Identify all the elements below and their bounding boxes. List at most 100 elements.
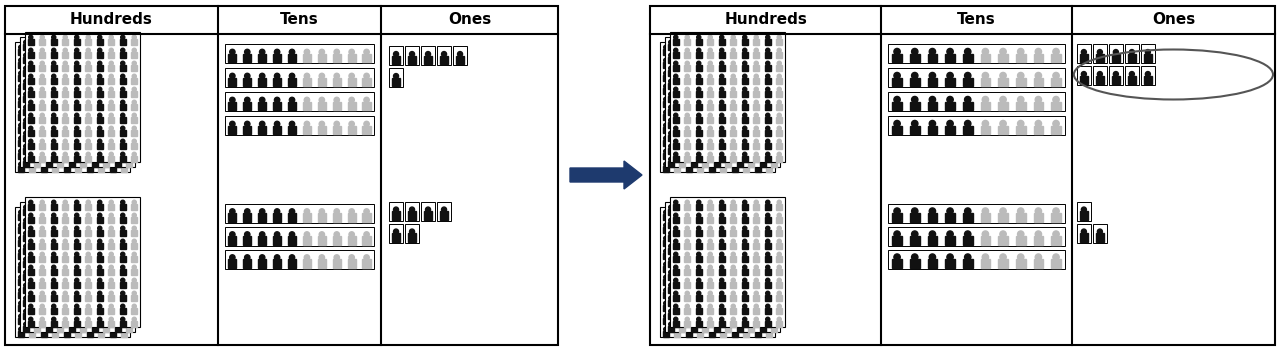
Circle shape (63, 265, 68, 270)
Bar (333, 102, 340, 110)
FancyBboxPatch shape (389, 46, 403, 65)
Bar (259, 54, 266, 62)
Bar (698, 305, 704, 311)
Bar (776, 78, 782, 84)
Bar (707, 65, 713, 71)
Bar (317, 78, 326, 86)
Bar (910, 54, 919, 62)
Circle shape (680, 218, 685, 222)
Circle shape (777, 239, 781, 243)
Bar (709, 240, 716, 246)
Bar (51, 52, 56, 58)
Circle shape (777, 35, 781, 40)
Bar (81, 326, 87, 332)
Bar (695, 230, 701, 236)
Bar (748, 313, 754, 319)
Circle shape (109, 61, 114, 65)
Circle shape (965, 208, 972, 214)
Bar (718, 243, 724, 249)
Circle shape (755, 123, 760, 127)
Bar (1080, 211, 1088, 219)
FancyBboxPatch shape (888, 92, 1065, 111)
Circle shape (755, 97, 760, 102)
Circle shape (737, 309, 742, 313)
Bar (672, 78, 678, 84)
Bar (776, 204, 782, 210)
Circle shape (703, 231, 708, 236)
Circle shape (760, 131, 765, 135)
Bar (52, 227, 59, 233)
Bar (753, 156, 759, 162)
Circle shape (63, 252, 68, 257)
Bar (29, 227, 36, 233)
Circle shape (929, 120, 936, 127)
Bar (41, 153, 47, 159)
Circle shape (767, 301, 772, 306)
Bar (776, 230, 782, 236)
Circle shape (99, 327, 104, 331)
Circle shape (708, 291, 713, 295)
Bar (40, 104, 45, 110)
Bar (684, 39, 690, 45)
Circle shape (698, 123, 703, 127)
Bar (58, 44, 64, 50)
Circle shape (686, 288, 691, 292)
Bar (718, 156, 724, 162)
Bar (686, 49, 692, 55)
Bar (63, 156, 68, 162)
Bar (243, 214, 251, 222)
Circle shape (714, 322, 719, 327)
Circle shape (731, 304, 735, 308)
Circle shape (19, 136, 23, 140)
Bar (759, 300, 765, 306)
Bar (675, 227, 681, 233)
Bar (23, 326, 29, 332)
Circle shape (104, 257, 109, 261)
Bar (92, 44, 97, 50)
Bar (771, 300, 777, 306)
Bar (64, 227, 70, 233)
Circle shape (69, 218, 74, 222)
Circle shape (19, 249, 23, 253)
Bar (672, 217, 678, 223)
Circle shape (1129, 71, 1134, 77)
Circle shape (668, 309, 673, 313)
Circle shape (110, 301, 115, 306)
Bar (273, 54, 282, 62)
Bar (698, 140, 704, 146)
Circle shape (680, 118, 685, 122)
Circle shape (698, 275, 703, 279)
Circle shape (737, 231, 742, 236)
Circle shape (691, 244, 696, 248)
Bar (963, 236, 973, 245)
Circle shape (77, 288, 81, 292)
Bar (980, 54, 991, 62)
Circle shape (349, 255, 355, 260)
Bar (87, 88, 93, 94)
Circle shape (127, 66, 132, 70)
Circle shape (74, 200, 79, 204)
Circle shape (737, 40, 742, 44)
FancyBboxPatch shape (404, 224, 419, 243)
Circle shape (87, 71, 92, 75)
Bar (767, 318, 772, 324)
Bar (131, 295, 137, 301)
Bar (119, 321, 125, 327)
Circle shape (742, 265, 746, 270)
Circle shape (86, 317, 91, 321)
Circle shape (760, 105, 765, 110)
Circle shape (1018, 48, 1024, 55)
Bar (748, 300, 754, 306)
Bar (104, 135, 109, 141)
Circle shape (686, 262, 691, 266)
Circle shape (765, 317, 769, 321)
Circle shape (760, 79, 765, 83)
Circle shape (749, 296, 754, 300)
Bar (709, 305, 716, 311)
Circle shape (749, 244, 754, 248)
Bar (28, 52, 33, 58)
Circle shape (69, 79, 74, 83)
Circle shape (708, 278, 713, 282)
Circle shape (28, 213, 33, 217)
Bar (1128, 54, 1135, 62)
